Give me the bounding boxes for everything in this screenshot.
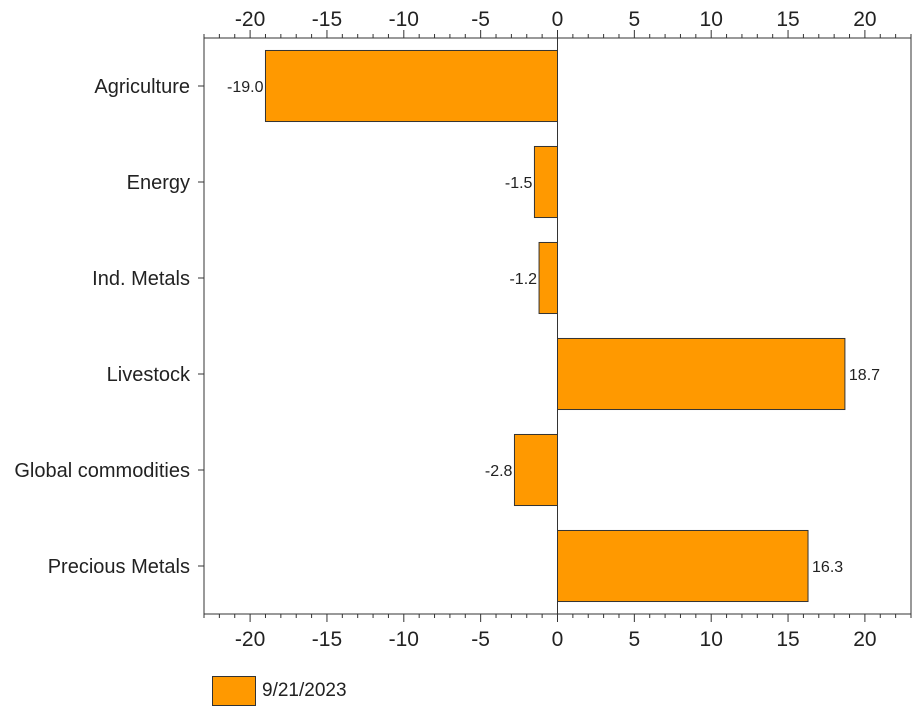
- x-tick-label-bottom: -15: [312, 628, 342, 651]
- data-label: -2.8: [485, 463, 513, 480]
- x-tick-label-top: 0: [552, 8, 564, 31]
- x-tick-label-top: -20: [235, 8, 265, 31]
- x-tick-label-bottom: -5: [471, 628, 490, 651]
- x-tick-label-bottom: 5: [629, 628, 641, 651]
- category-label: Ind. Metals: [92, 268, 190, 290]
- data-label: -1.2: [509, 271, 537, 288]
- bar: [513, 433, 558, 507]
- bar: [264, 49, 558, 123]
- category-label: Global commodities: [14, 460, 190, 482]
- data-label: 18.7: [849, 367, 880, 384]
- x-tick-label-top: -5: [471, 8, 490, 31]
- x-tick-label-bottom: 20: [853, 628, 876, 651]
- legend-label: 9/21/2023: [262, 680, 347, 701]
- bar: [538, 241, 558, 315]
- x-tick-label-top: -10: [389, 8, 419, 31]
- data-label: -19.0: [227, 79, 264, 96]
- bar: [557, 337, 846, 411]
- x-tick-label-top: 10: [700, 8, 723, 31]
- x-tick-label-bottom: -20: [235, 628, 265, 651]
- data-label: 16.3: [812, 559, 843, 576]
- category-label: Energy: [127, 172, 190, 194]
- legend-swatch: [212, 676, 256, 706]
- x-tick-label-bottom: 15: [776, 628, 799, 651]
- bar: [533, 145, 559, 219]
- category-label: Agriculture: [94, 76, 190, 98]
- x-tick-label-bottom: 0: [552, 628, 564, 651]
- data-label: -1.5: [505, 175, 533, 192]
- x-tick-label-top: -15: [312, 8, 342, 31]
- category-label: Precious Metals: [48, 556, 190, 578]
- x-tick-label-top: 5: [629, 8, 641, 31]
- x-tick-label-top: 15: [776, 8, 799, 31]
- x-tick-label-top: 20: [853, 8, 876, 31]
- bar: [557, 529, 809, 603]
- x-tick-label-bottom: -10: [389, 628, 419, 651]
- category-label: Livestock: [107, 364, 191, 386]
- x-tick-label-bottom: 10: [700, 628, 723, 651]
